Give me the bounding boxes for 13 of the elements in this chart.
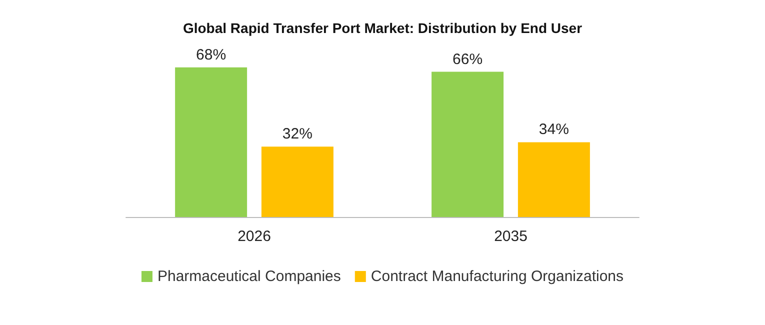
data-label: 34%	[538, 121, 569, 138]
data-label: 68%	[196, 46, 226, 64]
chart-title: Global Rapid Transfer Port Market: Distribution by End User	[182, 20, 583, 36]
data-label: 66%	[452, 50, 483, 68]
bar	[432, 72, 504, 217]
data-label: 32%	[282, 126, 312, 143]
x-tick-label: 2035	[494, 228, 528, 245]
legend-label: Contract Manufacturing Organizations	[370, 268, 624, 285]
bar	[261, 146, 334, 217]
bar	[518, 142, 590, 217]
x-tick-label: 2026	[238, 228, 271, 245]
legend-label: Pharmaceutical Companies	[157, 268, 341, 285]
bar	[175, 67, 248, 217]
